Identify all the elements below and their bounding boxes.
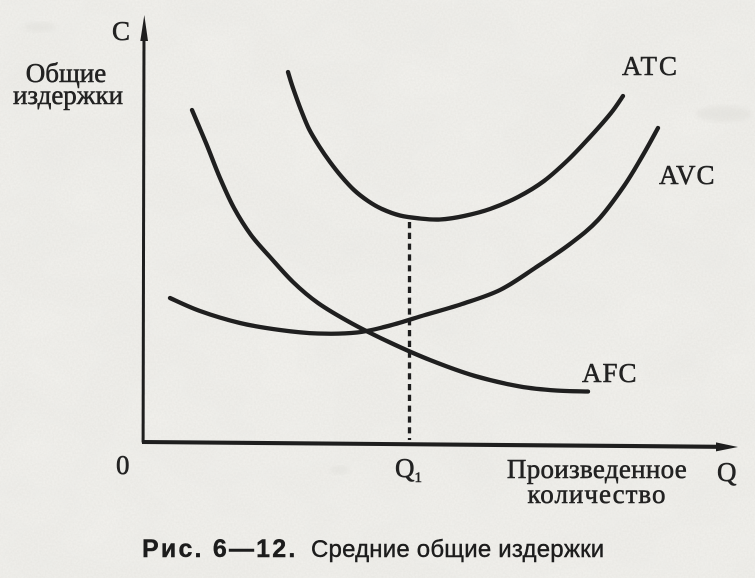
svg-text:Средние общие издержки: Средние общие издержки	[311, 536, 604, 563]
svg-text:издержки: издержки	[13, 80, 123, 110]
svg-text:AFC: AFC	[582, 358, 638, 388]
svg-text:Общие: Общие	[26, 58, 106, 88]
svg-text:ATC: ATC	[622, 51, 679, 81]
svg-text:Произведенное: Произведенное	[507, 454, 687, 484]
svg-text:Q1: Q1	[395, 453, 422, 486]
svg-text:C: C	[112, 16, 130, 46]
svg-text:количество: количество	[528, 479, 667, 509]
svg-text:0: 0	[116, 450, 130, 480]
svg-text:Q: Q	[717, 457, 737, 487]
svg-text:Рис. 6—12.: Рис. 6—12.	[142, 535, 298, 563]
svg-text:AVC: AVC	[659, 160, 716, 190]
